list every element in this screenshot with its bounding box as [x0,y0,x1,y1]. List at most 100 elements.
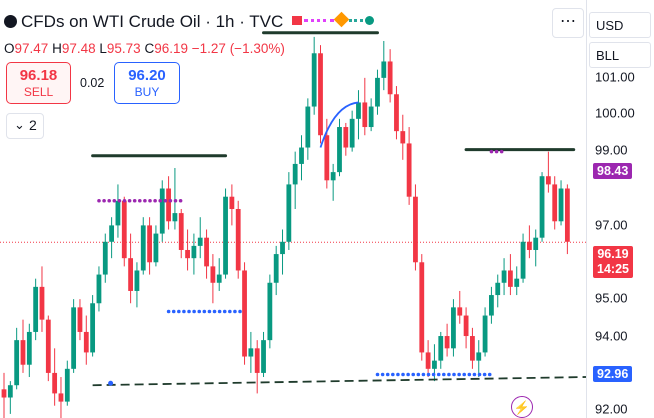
last-price-value: 96.19 [597,247,629,261]
dotted-connector-icon [304,19,335,22]
candle-body [128,258,133,291]
candle-body [375,77,380,107]
candle-body [115,200,121,226]
candle-body [545,176,551,185]
candle-body [349,118,355,148]
candle-body [444,336,450,349]
ohlc-values: O97.47 H97.48 L95.73 C96.19 −1.27 (−1.30… [4,41,285,56]
axis-tick: 99.00 [595,142,628,158]
symbol-title[interactable]: CFDs on WTI Crude Oil · 1h · TVC [4,10,375,32]
price-axis[interactable]: 101.00 100.00 99.00 97.00 95.00 94.00 92… [586,0,654,418]
candle-body [470,336,475,361]
candle-body [501,270,507,283]
support-price-label: 92.96 [593,366,633,382]
unit-select[interactable]: BLL [589,42,651,68]
candle-body [235,209,241,271]
candle-body [153,233,159,263]
axis-tick: 97.00 [595,217,628,233]
candle-body [254,348,260,373]
buy-button[interactable]: 96.20 BUY [114,62,180,104]
symbol-logo-icon [4,15,17,28]
candle-body [400,131,406,144]
candle-body [210,266,216,283]
trendline-anchor [108,380,114,386]
candle-body [121,200,127,259]
candle-body [514,278,520,287]
sell-price: 96.18 [19,67,58,84]
candle-body [305,106,311,148]
candle-body [185,249,190,259]
candle-body [495,282,501,296]
candle-body [432,360,437,369]
candle-body [204,237,209,267]
ohlc-low-value: 95.73 [106,41,141,56]
candle-body [552,184,558,222]
sell-label: SELL [23,85,54,99]
support-trendline [92,376,586,387]
ohlc-high-value: 97.48 [61,41,96,56]
sell-button[interactable]: 96.18 SELL [6,62,71,104]
event-diamond-icon [333,11,350,28]
candle-body [299,147,304,164]
axis-tick: 100.00 [595,105,635,121]
spread-value: 0.02 [80,76,105,90]
candle-body [311,53,317,107]
axis-tick: 95.00 [595,290,628,306]
price-chart[interactable] [0,0,586,418]
candle-body [223,196,228,275]
currency-select[interactable]: USD [589,12,651,38]
candle-body [197,237,203,246]
candle-body [134,270,140,291]
candle-body [324,135,330,181]
candle-body [539,176,545,238]
chevron-down-icon: ⌄ [14,117,25,132]
buy-price: 96.20 [128,67,166,84]
candle-body [229,196,235,209]
candle-body [343,127,349,148]
candle-body [102,241,108,275]
candle-body [71,307,77,369]
candle-body [172,213,178,222]
more-options-button[interactable]: ⋯ [552,8,584,38]
candle-body [273,254,279,283]
candle-body [489,295,494,316]
candle-body [64,368,70,402]
candle-body [330,172,336,181]
curve-drawing [319,101,359,148]
candle-body [14,340,20,386]
candle-body [451,307,456,349]
candle-body [520,241,526,279]
level-price-label: 98.43 [593,163,633,179]
candle-body [96,274,102,304]
candle-body [166,188,171,222]
candle-body [178,213,184,250]
candle-body [58,393,64,402]
candle-body [438,336,444,361]
candle-body [482,315,488,353]
candle-body [394,94,399,132]
candle-body [406,143,412,197]
candle-body [242,270,247,357]
candle-body [83,331,89,353]
candle-body [261,340,266,373]
ohlc-open-value: 97.47 [14,41,49,56]
candle-body [564,188,570,242]
candle-body [463,315,469,337]
candle-body [33,286,39,332]
indicators-collapse-button[interactable]: ⌄ 2 [6,113,44,139]
status-icons [292,10,375,30]
candle-body [191,245,197,259]
ohlc-open-key: O [4,41,15,56]
lightning-icon[interactable]: ⚡ [511,396,533,418]
candle-body [140,225,146,271]
ohlc-high-key: H [52,41,62,56]
candle-body [318,53,323,136]
candle-body [508,270,513,287]
candle-body [368,106,374,128]
candle-body [337,127,342,173]
candle-body [39,286,45,320]
candle-body [425,352,431,369]
axis-tick: 92.00 [595,401,628,417]
candle-body [7,385,13,398]
candle-body [1,389,7,398]
